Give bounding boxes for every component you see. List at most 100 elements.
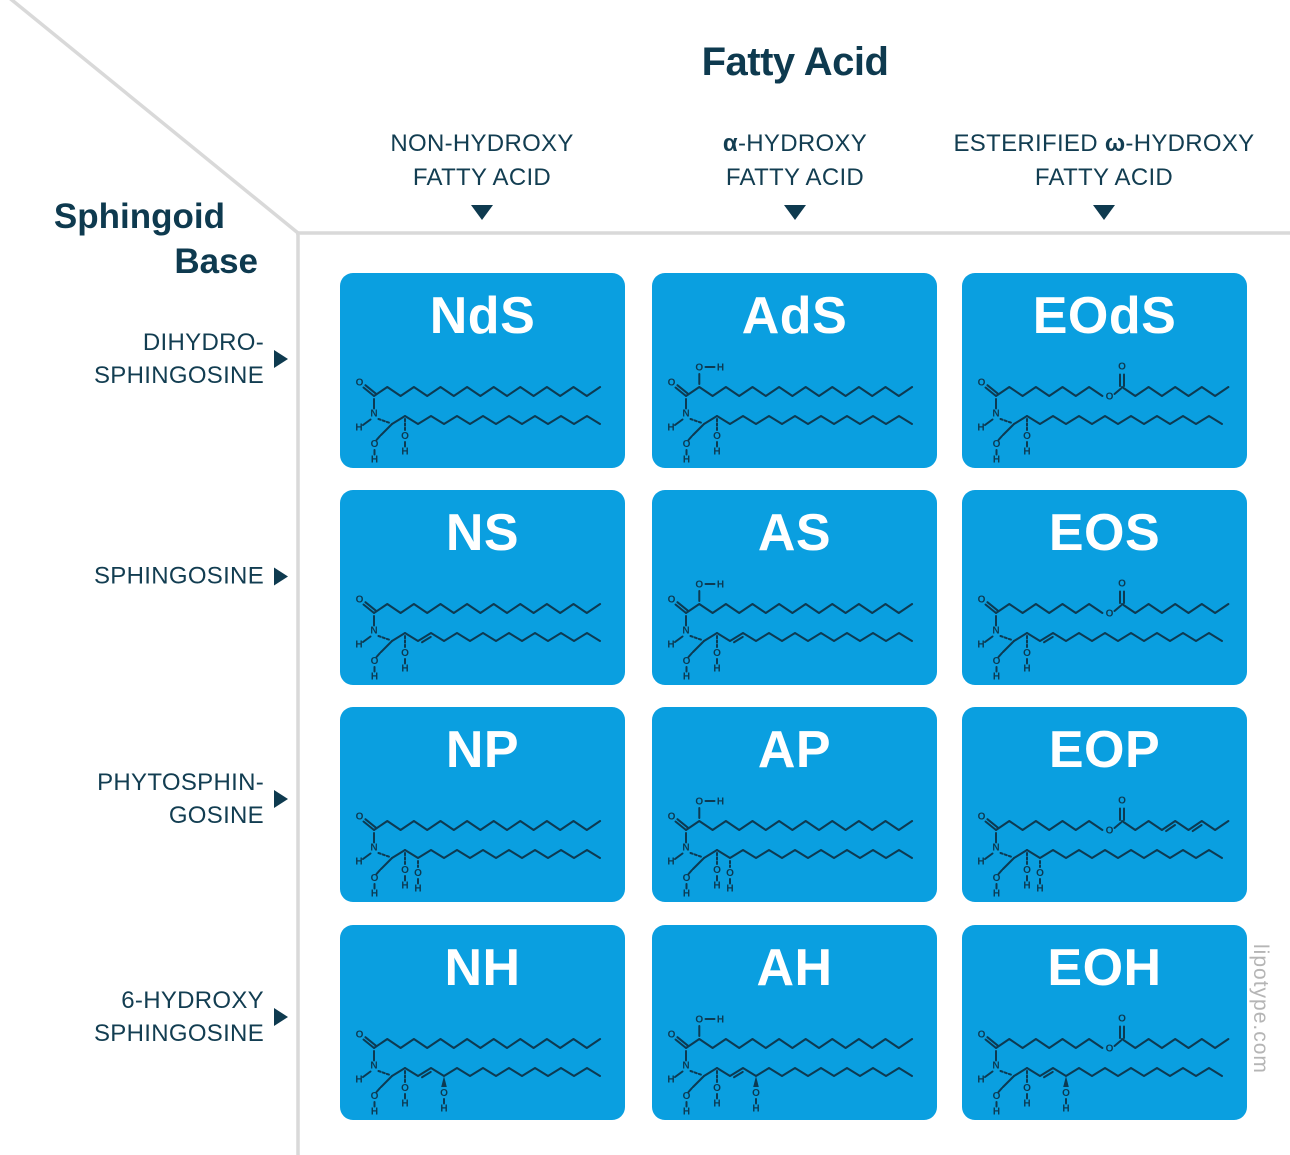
svg-text:H: H bbox=[401, 447, 408, 458]
svg-text:O: O bbox=[371, 439, 379, 450]
svg-text:N: N bbox=[682, 409, 689, 420]
column-header-line2: FATTY ACID bbox=[725, 164, 865, 191]
svg-text:H: H bbox=[977, 857, 984, 868]
svg-text:O: O bbox=[978, 595, 986, 606]
svg-text:O: O bbox=[356, 378, 364, 389]
ceramide-code: EOP bbox=[1048, 721, 1161, 779]
svg-text:H: H bbox=[717, 363, 724, 374]
svg-text:H: H bbox=[993, 889, 1000, 899]
svg-text:H: H bbox=[355, 1075, 362, 1086]
row-label-line2: SPHINGOSINE bbox=[94, 362, 264, 389]
svg-text:H: H bbox=[1023, 447, 1030, 458]
column-header-alpha-hydroxy: α-HYDROXY FATTY ACID bbox=[645, 127, 945, 195]
svg-text:O: O bbox=[978, 812, 986, 823]
svg-text:H: H bbox=[717, 1015, 724, 1026]
svg-text:O: O bbox=[683, 656, 691, 667]
column-header-line1: ESTERIFIED bbox=[953, 130, 1105, 157]
svg-text:O: O bbox=[401, 1083, 409, 1094]
sphingoid-title-line1: Sphingoid bbox=[53, 197, 225, 236]
svg-text:H: H bbox=[401, 881, 408, 892]
svg-text:O: O bbox=[414, 868, 422, 879]
arrow-down-icon bbox=[471, 205, 493, 220]
svg-text:O: O bbox=[668, 595, 676, 606]
arrow-right-icon bbox=[274, 790, 288, 808]
arrow-down-icon bbox=[784, 205, 806, 220]
svg-text:O: O bbox=[1023, 865, 1031, 876]
row-label-line1: SPHINGOSINE bbox=[94, 562, 264, 590]
svg-text:O: O bbox=[401, 865, 409, 876]
row-label-line2: GOSINE bbox=[168, 802, 264, 829]
svg-text:O: O bbox=[401, 431, 409, 442]
row-label-phytosphingosine: PHYTOSPHIN- GOSINE bbox=[30, 766, 288, 832]
ceramide-code: AP bbox=[757, 721, 832, 779]
svg-text:H: H bbox=[993, 1107, 1000, 1117]
row-label-sphingosine: SPHINGOSINE bbox=[30, 560, 288, 593]
greek-alpha-label: α bbox=[722, 130, 738, 157]
arrow-down-icon bbox=[1093, 205, 1115, 220]
svg-text:H: H bbox=[1023, 1099, 1030, 1110]
svg-text:O: O bbox=[695, 363, 703, 374]
svg-text:O: O bbox=[1106, 609, 1114, 620]
svg-text:H: H bbox=[683, 672, 690, 682]
svg-text:H: H bbox=[726, 884, 733, 895]
fatty-acid-axis-title: Fatty Acid bbox=[701, 40, 889, 84]
arrow-right-icon bbox=[274, 567, 288, 585]
svg-text:H: H bbox=[1062, 1104, 1069, 1115]
svg-text:H: H bbox=[667, 1075, 674, 1086]
ceramide-code: EOS bbox=[1048, 504, 1161, 562]
svg-text:N: N bbox=[992, 409, 999, 420]
svg-text:H: H bbox=[371, 1107, 378, 1117]
column-header-line1: -HYDROXY bbox=[737, 130, 868, 157]
column-header-line1: NON-HYDROXY bbox=[390, 130, 574, 157]
column-header-line2: FATTY ACID bbox=[412, 164, 552, 191]
svg-text:N: N bbox=[992, 843, 999, 854]
svg-text:O: O bbox=[401, 648, 409, 659]
svg-text:N: N bbox=[992, 626, 999, 637]
row-label-line1: DIHYDRO- bbox=[142, 329, 264, 356]
svg-text:H: H bbox=[355, 857, 362, 868]
ceramide-code: NP bbox=[445, 721, 520, 779]
svg-text:H: H bbox=[414, 884, 421, 895]
svg-text:O: O bbox=[371, 873, 379, 884]
column-header-esterified-omega-hydroxy: ESTERIFIED ω-HYDROXY FATTY ACID bbox=[934, 127, 1274, 195]
svg-text:H: H bbox=[1023, 881, 1030, 892]
svg-text:O: O bbox=[978, 1030, 986, 1041]
svg-text:O: O bbox=[695, 797, 703, 808]
svg-text:O: O bbox=[356, 1030, 364, 1041]
svg-text:O: O bbox=[1118, 362, 1126, 373]
svg-text:O: O bbox=[1023, 431, 1031, 442]
svg-text:H: H bbox=[713, 447, 720, 458]
arrow-right-icon bbox=[274, 350, 288, 368]
ceramide-code: EOdS bbox=[1032, 287, 1177, 345]
svg-text:O: O bbox=[1118, 579, 1126, 590]
svg-text:N: N bbox=[370, 626, 377, 637]
svg-text:H: H bbox=[993, 672, 1000, 682]
svg-text:H: H bbox=[713, 1099, 720, 1110]
svg-text:H: H bbox=[355, 423, 362, 434]
sphingoid-title-line2: Base bbox=[174, 242, 258, 281]
ceramide-code: EOH bbox=[1047, 939, 1162, 997]
column-header-line1-rest: -HYDROXY bbox=[1125, 130, 1255, 157]
ceramide-code: NH bbox=[444, 939, 521, 997]
svg-text:O: O bbox=[1062, 1088, 1070, 1099]
svg-text:H: H bbox=[977, 640, 984, 651]
svg-text:H: H bbox=[401, 1099, 408, 1110]
svg-text:H: H bbox=[667, 857, 674, 868]
svg-text:O: O bbox=[713, 431, 721, 442]
svg-text:O: O bbox=[683, 1091, 691, 1102]
svg-text:N: N bbox=[992, 1061, 999, 1072]
